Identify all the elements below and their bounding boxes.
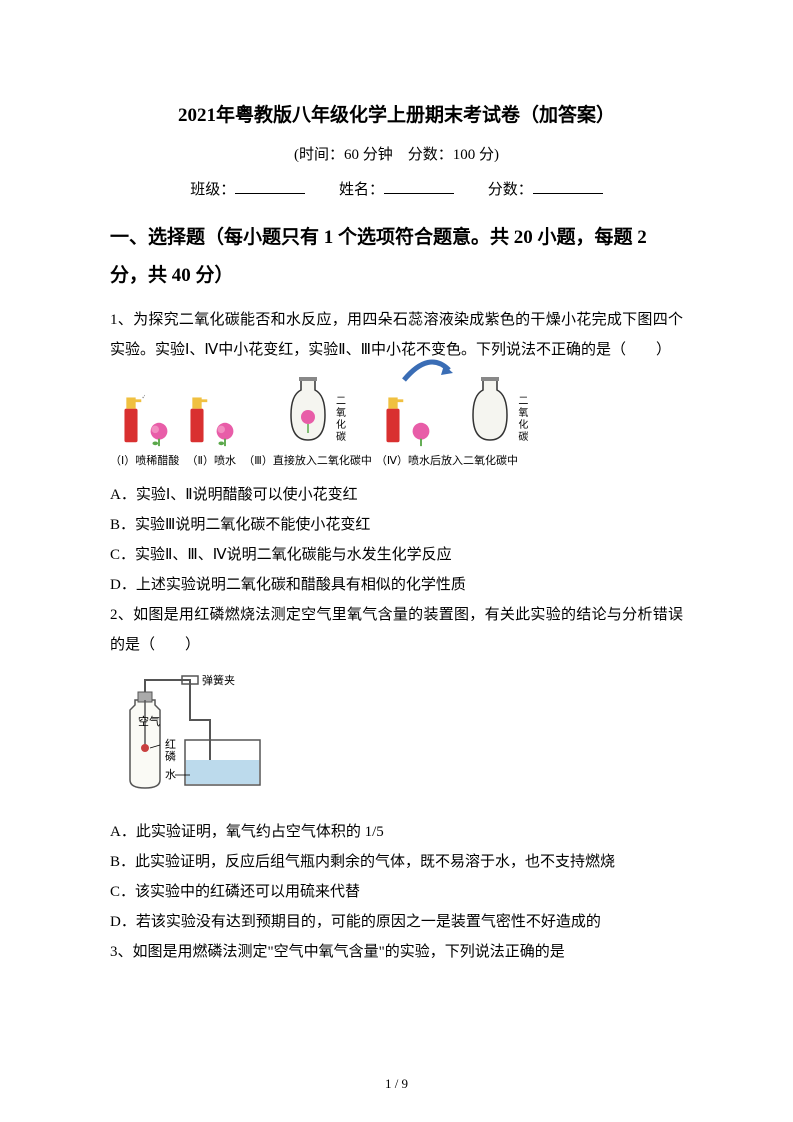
class-blank[interactable] <box>235 178 305 194</box>
diagram-item-2: （Ⅱ）喷水 <box>183 388 239 468</box>
time-value: 60 分钟 <box>344 147 393 163</box>
page-number: 1 / 9 <box>0 1076 793 1092</box>
exam-title: 2021年粤教版八年级化学上册期末考试卷（加答案） <box>110 100 683 127</box>
flask-icon <box>465 375 515 445</box>
fill-in-line: 班级： 姓名： 分数： <box>110 178 683 199</box>
subtitle-mid: 分数： <box>393 147 453 163</box>
co2-label: 二氧化碳 <box>332 395 347 443</box>
air-label: 空气 <box>138 714 160 728</box>
diagram-item-3: 二氧化碳 （Ⅲ）直接放入二氧化碳中 <box>243 375 372 468</box>
water-label: 水 <box>165 768 176 781</box>
phos-label2: 磷 <box>165 750 176 763</box>
flower-icon <box>145 420 173 448</box>
question-3-stem: 3、如图是用燃磷法测定"空气中氧气含量"的实验，下列说法正确的是 <box>110 937 683 967</box>
score-value: 100 分 <box>453 147 494 163</box>
exam-subtitle: (时间：60 分钟 分数：100 分) <box>110 143 683 164</box>
flower-icon <box>407 420 435 448</box>
diagram-item-4: 二氧化碳 （Ⅳ）喷水后放入二氧化碳中 <box>376 375 518 468</box>
clamp-label: 弹簧夹 <box>202 673 235 687</box>
class-label: 班级： <box>190 182 235 198</box>
section-1-header: 一、选择题（每小题只有 1 个选项符合题意。共 20 小题，每题 2 分，共 4… <box>110 219 683 295</box>
q2-option-d: D．若该实验没有达到预期目的，可能的原因之一是装置气密性不好造成的 <box>110 907 683 937</box>
q2-option-b: B．此实验证明，反应后组气瓶内剩余的气体，既不易溶于水，也不支持燃烧 <box>110 847 683 877</box>
phos-label: 红 <box>165 738 176 751</box>
caption-3: （Ⅲ）直接放入二氧化碳中 <box>243 452 372 468</box>
caption-1: （Ⅰ）喷稀醋酸 <box>110 452 179 468</box>
flask-icon <box>283 375 333 445</box>
apparatus-icon: 弹簧夹 空气 红 磷 水 <box>110 670 270 800</box>
q2-option-c: C．该实验中的红磷还可以用硫来代替 <box>110 877 683 907</box>
question-1-stem: 1、为探究二氧化碳能否和水反应，用四朵石蕊溶液染成紫色的干燥小花完成下图四个实验… <box>110 305 683 365</box>
caption-2: （Ⅱ）喷水 <box>187 452 236 468</box>
name-blank[interactable] <box>384 178 454 194</box>
arrow-icon <box>399 355 459 385</box>
score-blank[interactable] <box>533 178 603 194</box>
question-2-diagram: 弹簧夹 空气 红 磷 水 <box>110 670 683 805</box>
spray-bottle-icon <box>379 388 407 448</box>
score-label: 分数： <box>488 182 533 198</box>
question-2-stem: 2、如图是用红磷燃烧法测定空气里氧气含量的装置图，有关此实验的结论与分析错误的是… <box>110 600 683 660</box>
q1-option-c: C．实验Ⅱ、Ⅲ、Ⅳ说明二氧化碳能与水发生化学反应 <box>110 540 683 570</box>
flower-icon <box>211 420 239 448</box>
co2-label: 二氧化碳 <box>514 395 529 443</box>
subtitle-suffix: ) <box>494 147 499 163</box>
spray-bottle-icon <box>183 388 211 448</box>
diagram-item-1: （Ⅰ）喷稀醋酸 <box>110 388 179 468</box>
spray-bottle-icon <box>117 388 145 448</box>
q1-option-d: D．上述实验说明二氧化碳和醋酸具有相似的化学性质 <box>110 570 683 600</box>
q1-option-b: B．实验Ⅲ说明二氧化碳不能使小花变红 <box>110 510 683 540</box>
question-1-diagram: （Ⅰ）喷稀醋酸 （Ⅱ）喷水 <box>110 375 683 468</box>
q2-option-a: A．此实验证明，氧气约占空气体积的 1/5 <box>110 817 683 847</box>
caption-4: （Ⅳ）喷水后放入二氧化碳中 <box>376 452 518 468</box>
subtitle-text: (时间： <box>294 147 344 163</box>
q1-option-a: A．实验Ⅰ、Ⅱ说明醋酸可以使小花变红 <box>110 480 683 510</box>
name-label: 姓名： <box>339 182 384 198</box>
